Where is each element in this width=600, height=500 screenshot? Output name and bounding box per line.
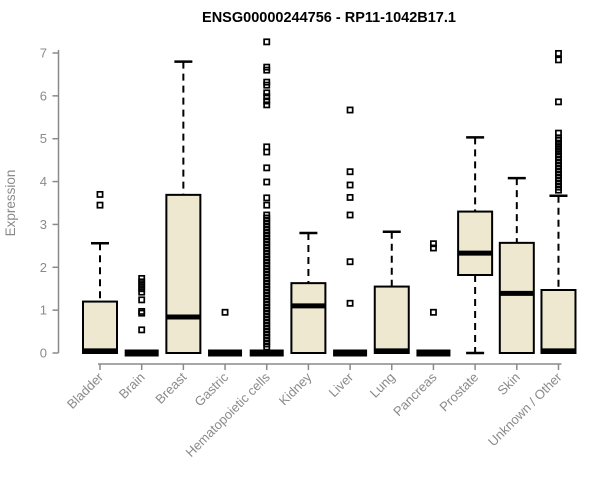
outlier-point xyxy=(263,194,271,202)
outlier-point xyxy=(429,244,437,252)
outlier-point xyxy=(346,168,354,176)
x-tick-label: Prostate xyxy=(436,370,481,415)
outlier-point xyxy=(263,101,271,109)
outlier-point xyxy=(555,56,562,64)
box xyxy=(290,282,327,354)
x-tick-label: Bladder xyxy=(64,369,107,412)
x-tick-label: Liver xyxy=(326,369,357,400)
outlier-point xyxy=(138,307,146,315)
outlier-point xyxy=(96,201,104,209)
x-tick-label: Breast xyxy=(152,369,189,406)
outlier-point xyxy=(221,308,229,316)
outlier-point xyxy=(346,193,354,201)
outlier-point xyxy=(346,299,354,307)
outlier-point xyxy=(263,93,271,101)
outlier-point xyxy=(429,240,437,248)
outlier-point xyxy=(555,98,562,106)
outlier-point xyxy=(263,201,271,209)
outlier-point xyxy=(346,181,354,189)
x-tick-label: Brain xyxy=(116,370,148,402)
chart-title: ENSG00000244756 - RP11-1042B17.1 xyxy=(202,10,456,26)
y-tick-label: 7 xyxy=(40,46,47,61)
outlier-point xyxy=(138,296,146,304)
collapsed-box-median-bar xyxy=(333,349,368,357)
outlier-point xyxy=(263,78,271,86)
outlier-point xyxy=(346,211,354,219)
outlier-point xyxy=(346,106,354,114)
y-tick-label: 1 xyxy=(40,303,47,318)
x-tick-label: Skin xyxy=(494,370,522,398)
box xyxy=(82,300,118,355)
outlier-point xyxy=(263,38,271,46)
box xyxy=(373,285,410,355)
outlier-point xyxy=(138,274,146,282)
x-tick-label: Unknown / Other xyxy=(485,369,565,449)
y-tick-label: 5 xyxy=(40,131,47,146)
outlier-point xyxy=(263,178,271,186)
outlier-point xyxy=(263,97,271,105)
y-tick-label: 6 xyxy=(40,88,47,103)
collapsed-box-median-bar xyxy=(416,349,451,357)
box xyxy=(457,210,494,276)
box xyxy=(165,193,202,354)
x-tick-label: Lung xyxy=(367,370,398,401)
outlier-point xyxy=(96,190,104,198)
collapsed-box-median-bar xyxy=(249,349,284,357)
box xyxy=(540,289,577,354)
y-tick-label: 4 xyxy=(40,174,47,189)
x-tick-label: Gastric xyxy=(191,369,231,409)
x-tick-label: Pancreas xyxy=(390,369,440,419)
y-axis-label: Expression xyxy=(3,170,18,237)
x-tick-label: Kidney xyxy=(276,369,315,408)
y-tick-label: 0 xyxy=(40,346,47,361)
outlier-point xyxy=(263,89,271,97)
collapsed-box-median-bar xyxy=(124,349,159,357)
outlier-point xyxy=(263,211,271,219)
outlier-point xyxy=(346,258,354,266)
y-tick-label: 2 xyxy=(40,260,47,275)
outlier-point xyxy=(555,49,562,57)
y-tick-label: 3 xyxy=(40,217,47,232)
collapsed-box-median-bar xyxy=(208,349,243,357)
outlier-point xyxy=(429,308,437,316)
outlier-point xyxy=(263,63,271,71)
outlier-point xyxy=(555,129,562,137)
box xyxy=(498,241,535,355)
outlier-point xyxy=(263,164,271,172)
outlier-point xyxy=(138,326,146,334)
outlier-point xyxy=(263,143,271,151)
